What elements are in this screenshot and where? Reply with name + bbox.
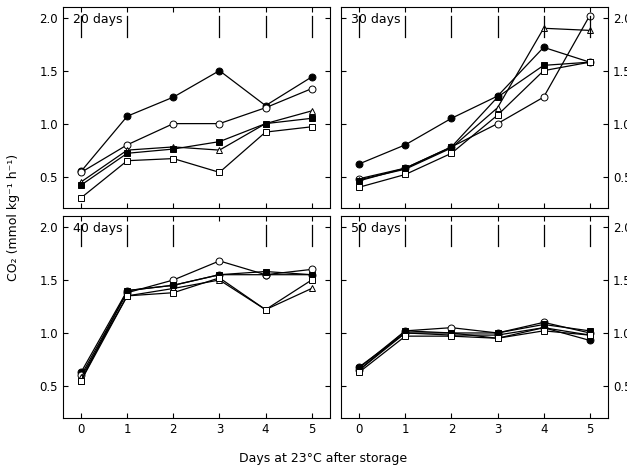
Text: Days at 23°C after storage: Days at 23°C after storage	[239, 452, 407, 465]
Text: 20 days: 20 days	[73, 13, 123, 26]
Text: 40 days: 40 days	[73, 222, 123, 236]
Text: 30 days: 30 days	[352, 13, 401, 26]
Text: CO₂ (mmol kg⁻¹ h⁻¹): CO₂ (mmol kg⁻¹ h⁻¹)	[8, 153, 20, 281]
Text: 50 days: 50 days	[352, 222, 401, 236]
